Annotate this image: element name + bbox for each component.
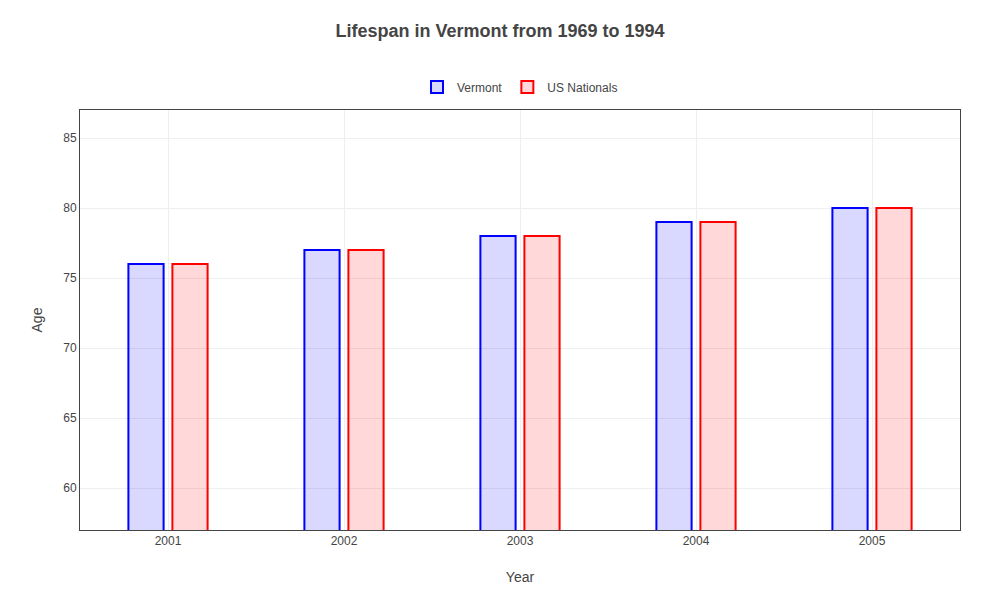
svg-text:2003: 2003 — [507, 534, 534, 548]
svg-text:75: 75 — [63, 271, 77, 285]
svg-text:2005: 2005 — [859, 534, 886, 548]
svg-text:Lifespan in Vermont from 1969: Lifespan in Vermont from 1969 to 1994 — [335, 21, 664, 41]
svg-text:2002: 2002 — [331, 534, 358, 548]
svg-text:US Nationals: US Nationals — [547, 81, 617, 95]
svg-text:2004: 2004 — [683, 534, 710, 548]
svg-text:65: 65 — [63, 411, 77, 425]
svg-text:Vermont: Vermont — [457, 81, 502, 95]
svg-text:60: 60 — [63, 481, 77, 495]
svg-text:80: 80 — [63, 201, 77, 215]
svg-text:Year: Year — [506, 569, 535, 585]
svg-text:Age: Age — [29, 307, 45, 332]
svg-text:2001: 2001 — [155, 534, 182, 548]
svg-text:85: 85 — [63, 131, 77, 145]
svg-text:70: 70 — [63, 341, 77, 355]
